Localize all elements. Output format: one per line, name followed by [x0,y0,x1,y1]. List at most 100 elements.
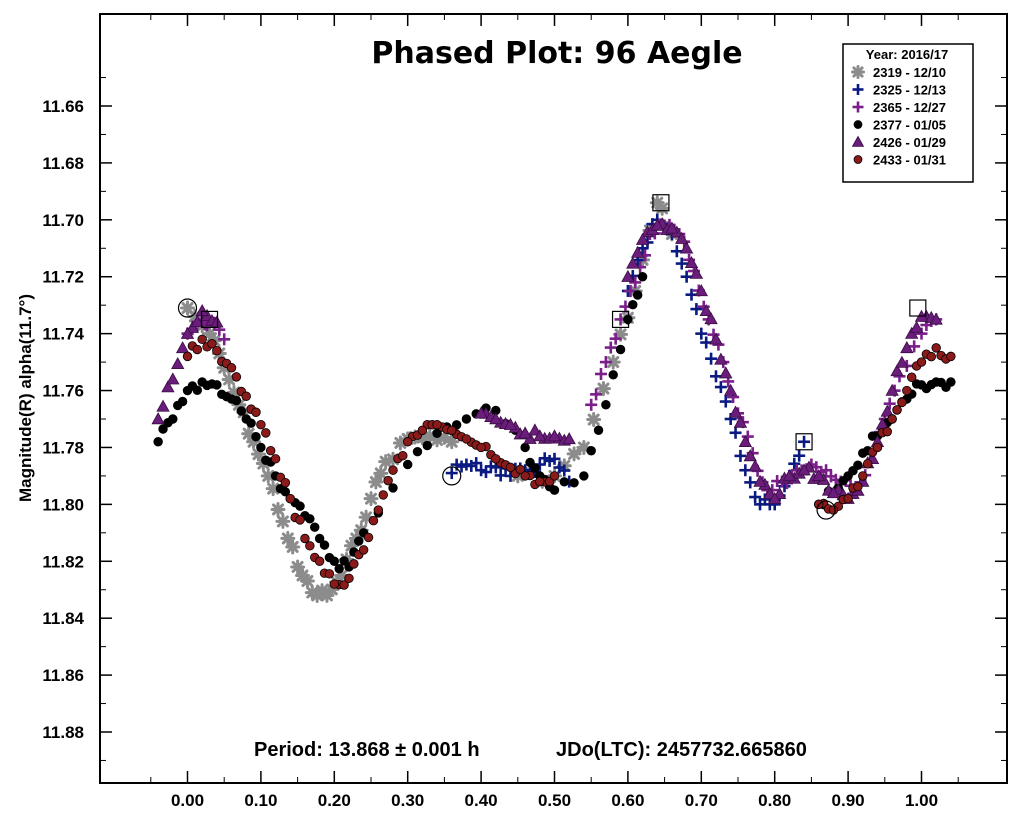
data-point [594,367,607,380]
data-point [319,587,335,603]
data-point-stroke [360,511,373,524]
data-point [280,487,291,497]
data-point [579,471,589,481]
legend-label: 2377 - 01/05 [873,118,946,133]
data-point [946,377,956,387]
legend-label: 2433 - 01/31 [873,153,946,168]
data-point [590,388,603,401]
data-point [270,454,281,464]
data-point [748,459,762,472]
data-point [690,303,703,316]
data-point [339,556,349,566]
data-point [218,333,231,346]
data-point [319,540,330,550]
data-point [304,585,320,601]
data-point [548,452,561,465]
data-point [251,431,261,442]
legend-box [842,43,974,183]
x-tick-label: 0.60 [611,791,644,810]
data-point [675,257,688,270]
data-point [231,372,242,382]
data-point [665,221,679,234]
data-point [388,483,398,493]
data-point [153,437,163,447]
data-point [447,425,457,436]
data-point [744,476,757,489]
data-point [207,339,217,349]
data-point [329,556,340,566]
data-point [236,406,247,416]
data-point [158,424,168,434]
data-point [378,454,394,470]
data-point [595,381,611,397]
data-point [334,564,344,574]
y-tick-label: 11.76 [42,382,84,401]
data-point [339,580,349,590]
x-tick-label: 0.30 [391,791,424,810]
highlight-square [795,433,813,451]
data-point-stroke [262,469,275,482]
data-point [843,471,853,481]
legend-item: 2325 - 12/13 [852,83,946,98]
data-point [299,573,315,589]
y-tick-label: 11.80 [42,495,84,514]
x-tick-label: 1.00 [905,791,938,810]
x-tick-label: 0.00 [171,791,204,810]
data-point [226,363,237,373]
x-tick-label: 0.70 [685,791,718,810]
series-2433-01-31 [182,334,956,590]
plot-frame [99,13,1008,784]
data-point [729,426,742,439]
data-point [285,493,295,504]
data-point [684,255,699,268]
data-point [475,464,488,477]
data-point [858,448,868,458]
data-point [670,245,683,258]
y-tick-label: 11.68 [42,154,84,173]
data-point [295,501,305,511]
data-point [290,559,306,575]
data-point [422,440,432,451]
data-point [241,414,251,424]
data-point [432,419,442,430]
data-point-stroke [379,455,392,468]
data-point [515,464,525,475]
data-point [373,465,389,481]
data-point [212,380,222,390]
data-point [528,423,542,436]
data-point [314,556,325,566]
data-point-stroke [445,435,458,448]
data-point [880,404,894,417]
data-point [549,471,560,481]
legend-item: 2365 - 12/27 [852,100,946,115]
data-point [489,412,503,425]
data-point [156,399,170,412]
data-point [931,377,941,387]
data-point-stroke [272,503,285,516]
data-point [295,515,305,525]
data-point [256,442,266,453]
legend-title: Year: 2016/17 [866,47,948,62]
data-point [853,460,863,470]
legend-label: 2426 - 01/29 [873,135,946,150]
data-point [324,569,335,579]
data-point [533,429,547,442]
data-point [689,266,704,279]
legend-marker [853,155,863,164]
data-point [905,326,919,339]
data-point [895,355,909,368]
data-point [168,414,178,424]
data-point [197,334,207,345]
data-point [826,486,841,499]
data-point [709,332,723,345]
data-point-stroke [597,382,610,395]
data-point [402,459,413,470]
data-point [593,425,604,435]
data-point [926,351,937,362]
data-point [520,471,530,481]
data-point [768,491,782,504]
data-point [624,285,637,298]
legend-label: 2319 - 12/10 [873,65,946,80]
data-point [853,481,863,492]
data-point [626,256,640,269]
